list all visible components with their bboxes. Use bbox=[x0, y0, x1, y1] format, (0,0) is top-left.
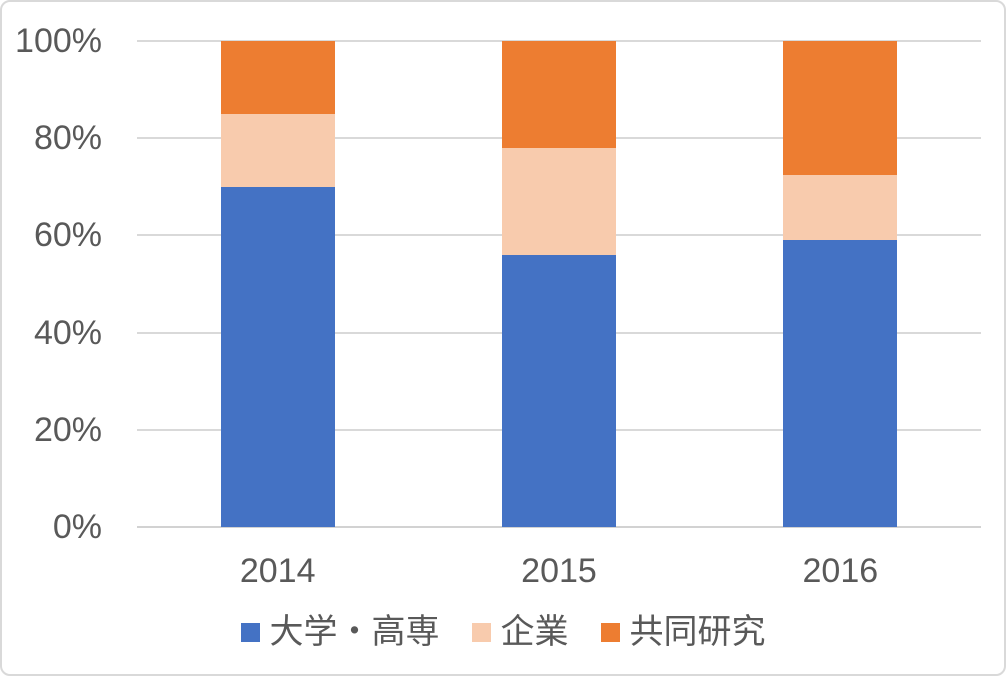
bar-segment bbox=[220, 113, 335, 187]
y-axis-tick-label: 0% bbox=[52, 508, 102, 546]
legend-label: 企業 bbox=[500, 613, 569, 651]
legend-swatch-icon bbox=[600, 622, 620, 642]
legend-item: 大学・高専 bbox=[240, 612, 440, 652]
legend-item: 企業 bbox=[471, 612, 569, 652]
y-axis: 0% 20% 40% 60% 80% 100% bbox=[2, 23, 102, 545]
x-axis-category-label: 2015 bbox=[521, 552, 597, 590]
plot-area bbox=[137, 40, 981, 528]
bar-segment bbox=[783, 41, 898, 175]
y-axis-tick-label: 60% bbox=[33, 216, 102, 255]
legend-label: 共同研究 bbox=[629, 613, 766, 651]
bar-segment bbox=[783, 174, 898, 241]
bar-segment bbox=[783, 240, 898, 527]
legend: 大学・高専 企業 共同研究 bbox=[2, 610, 1004, 654]
bar-2016 bbox=[783, 41, 898, 527]
x-axis-category-label: 2014 bbox=[239, 552, 316, 590]
y-axis-tick-label: 80% bbox=[33, 119, 102, 158]
bar-2014 bbox=[220, 41, 335, 527]
x-axis-category-label: 2016 bbox=[802, 552, 879, 590]
bar-segment bbox=[502, 41, 616, 148]
gridline bbox=[137, 40, 981, 42]
y-axis-tick-label: 20% bbox=[33, 410, 102, 449]
y-axis-tick-label: 100% bbox=[15, 22, 102, 60]
bar-segment bbox=[502, 254, 616, 527]
legend-swatch-icon bbox=[471, 622, 491, 642]
bars-layer bbox=[137, 41, 981, 527]
bar-segment bbox=[220, 186, 335, 527]
x-axis-line bbox=[137, 526, 981, 528]
bar-segment bbox=[502, 147, 616, 255]
legend-label: 大学・高専 bbox=[269, 613, 440, 651]
y-axis-tick-label: 40% bbox=[33, 313, 102, 352]
bar-2015 bbox=[502, 41, 616, 527]
bar-segment bbox=[220, 41, 335, 114]
legend-item: 共同研究 bbox=[600, 612, 766, 652]
legend-swatch-icon bbox=[240, 622, 260, 642]
x-axis: 2014 2015 2016 bbox=[137, 551, 981, 591]
